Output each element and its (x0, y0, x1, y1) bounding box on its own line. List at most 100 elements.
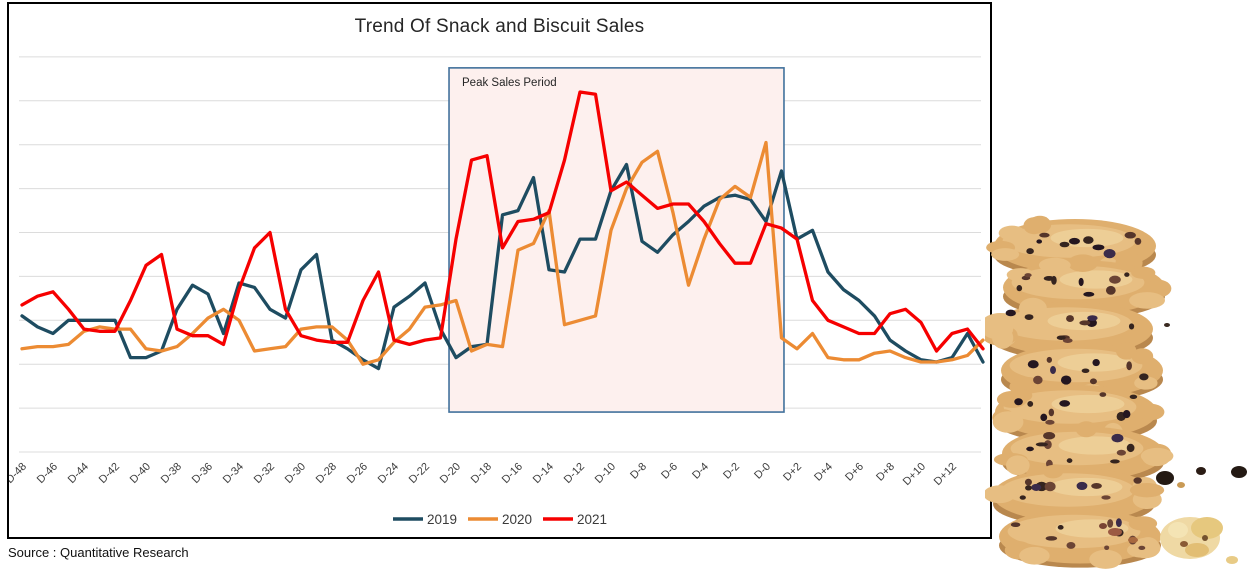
x-tick-label: D+2 (781, 461, 804, 484)
crumb (1180, 541, 1188, 547)
cookie-chip (1027, 401, 1034, 407)
cookie-chip (1026, 248, 1034, 255)
cookie-chip (1083, 291, 1095, 297)
x-tick-label: D+8 (874, 461, 897, 484)
cookie-crumbs (1099, 323, 1247, 564)
cookie-chip (1081, 368, 1090, 374)
x-tick-label: D-14 (531, 461, 556, 486)
cookie-chip (1089, 378, 1097, 385)
x-tick-label: D-22 (407, 461, 432, 486)
legend-label: 2020 (502, 512, 532, 527)
chart-title: Trend Of Snack and Biscuit Sales (354, 16, 645, 37)
cookie-chip (1091, 482, 1102, 489)
cookie-chip (1126, 443, 1135, 453)
cookie-stack-image (985, 215, 1247, 569)
cookie-chip (1139, 373, 1149, 381)
cookie-chip (1105, 285, 1116, 295)
x-tick-label: D-26 (345, 461, 370, 486)
cookie-chip (1036, 239, 1043, 244)
tick-dot (82, 467, 86, 471)
crumb (1177, 482, 1185, 488)
cookie-chip (1111, 433, 1124, 443)
x-tick-label: D+12 (932, 461, 959, 488)
tick-dot (206, 467, 210, 471)
cookie-chip (1043, 432, 1056, 440)
x-tick-label: D-8 (628, 461, 649, 482)
tick-dot (826, 467, 830, 471)
cookie-chip (1031, 483, 1042, 491)
tick-dot (764, 467, 768, 471)
cookie-chip (1040, 413, 1048, 422)
cookie-chip (1109, 275, 1121, 284)
cookie-chip (1046, 356, 1053, 363)
crumb (1108, 528, 1122, 536)
peak-period-box (448, 67, 785, 413)
cookie-chip (1066, 541, 1076, 549)
x-tick-label: D-32 (252, 461, 277, 486)
x-tick-label: D-20 (438, 461, 463, 486)
cookie-chip (1066, 458, 1073, 464)
crumb (1099, 523, 1107, 529)
x-tick-label: D+6 (843, 461, 866, 484)
cookie-chip (1104, 545, 1110, 550)
x-tick-label: D-34 (221, 461, 246, 486)
x-tick-label: D-48 (9, 461, 29, 486)
cookie-chip (1048, 408, 1055, 417)
cookie-chip (1066, 315, 1074, 323)
crumb (1231, 466, 1247, 478)
x-tick-label: D-38 (159, 461, 184, 486)
crumb (1156, 471, 1174, 485)
cookie-chip (1083, 236, 1094, 244)
tick-dot (888, 467, 892, 471)
tick-dot (454, 467, 458, 471)
cookie-chip (1010, 522, 1021, 528)
cookie-chip (1129, 394, 1138, 400)
cookie-chip (1103, 249, 1116, 259)
cookie-chip (1076, 481, 1088, 491)
tick-dot (392, 467, 396, 471)
cookie-chip (1019, 495, 1026, 500)
cookie-chip (1005, 309, 1016, 317)
tick-dot (516, 467, 520, 471)
cookie (986, 215, 1156, 279)
cookie-chip (1124, 231, 1136, 239)
cookie (1001, 342, 1163, 406)
cookie-chip (1016, 285, 1023, 292)
crumb (1128, 537, 1138, 543)
cookie-chip (1134, 237, 1142, 245)
legend: 2019 2020 2021 (393, 512, 607, 527)
cookie-chip (1138, 545, 1146, 551)
x-tick-label: D-36 (190, 461, 215, 486)
cookie-chip (1044, 481, 1056, 492)
cookie-chip (1056, 335, 1066, 340)
tick-dot (578, 467, 582, 471)
cookie-chip (1024, 273, 1032, 278)
cookie-chip (1060, 375, 1072, 385)
x-tick-label: D-24 (376, 461, 401, 486)
x-tick-label: D+4 (812, 461, 835, 484)
cookie-stack (985, 215, 1174, 569)
crumb (1185, 543, 1209, 557)
cookie (985, 297, 1153, 361)
cookie-chip (1133, 477, 1142, 484)
x-tick-label: D-6 (659, 461, 680, 482)
cookie-chip (1110, 459, 1120, 464)
x-tick-label: D-42 (97, 461, 122, 486)
cookie-chip (1024, 314, 1034, 320)
crumb (1202, 535, 1208, 541)
x-tick-label: D-12 (562, 461, 587, 486)
legend-label: 2021 (577, 512, 607, 527)
cookie-chip (1092, 244, 1105, 251)
cookie-chip (1062, 338, 1073, 343)
crumb (1168, 522, 1188, 538)
cookie-chip (1099, 392, 1107, 397)
cookie-chip (1045, 419, 1055, 425)
cookie-chip (1059, 241, 1070, 248)
x-tick-label: D-40 (128, 461, 153, 486)
cookie-chip (1025, 485, 1032, 491)
cookie-chip (1068, 237, 1080, 245)
peak-period-label: Peak Sales Period (462, 77, 557, 89)
cookie-chip (1115, 518, 1122, 528)
